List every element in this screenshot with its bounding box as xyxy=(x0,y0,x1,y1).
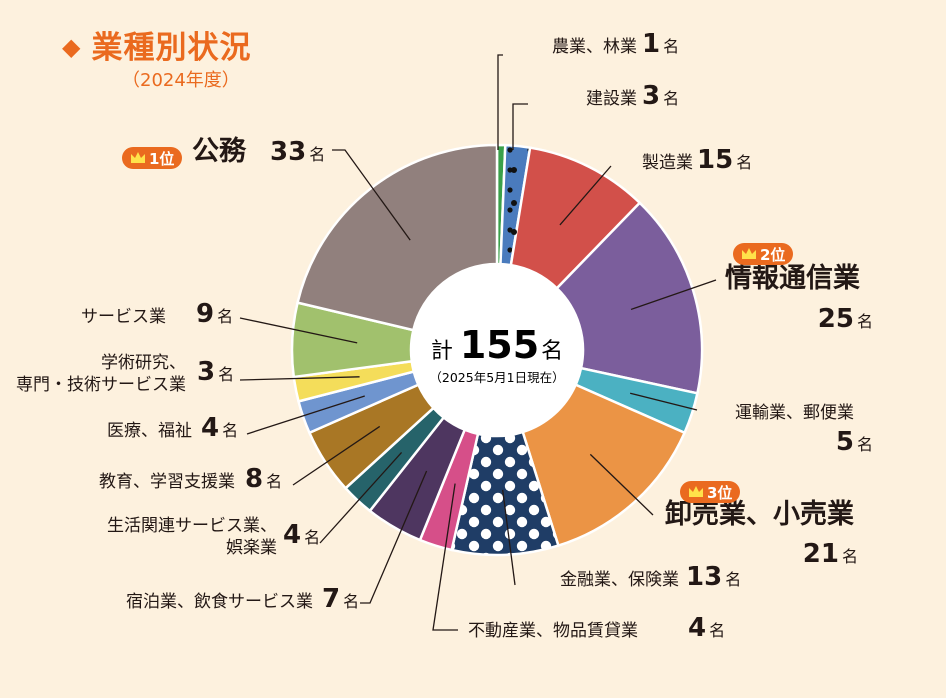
slice-value-6: 21 名 xyxy=(803,539,858,569)
pie-slice-4 xyxy=(555,201,704,395)
rank-badge-6: 3位 xyxy=(680,481,740,503)
leader-line-5 xyxy=(629,392,698,411)
marker-dot-1 xyxy=(511,167,517,173)
rank-badge-label: 2位 xyxy=(760,246,785,264)
crown-icon xyxy=(689,486,703,497)
slice-label-14: サービス業 xyxy=(81,307,166,327)
rank-badge-label: 3位 xyxy=(707,484,732,502)
donut-hole xyxy=(411,264,583,436)
slice-label-3: 製造業 xyxy=(642,153,693,173)
leader-line-13 xyxy=(239,376,360,381)
leader-line-14 xyxy=(239,317,358,344)
slice-label-12: 医療、福祉 xyxy=(107,421,192,441)
leader-line-15 xyxy=(332,149,411,241)
center-total: 計 155名 xyxy=(431,323,563,367)
slice-label-4: 情報通信業 xyxy=(725,263,860,294)
leader-line-9 xyxy=(360,470,428,604)
slice-value-15: 33 名 xyxy=(270,137,325,167)
slice-label-2: 建設業 xyxy=(586,89,637,109)
rank-badge-4: 2位 xyxy=(733,243,793,265)
slice-value-7: 13 名 xyxy=(686,562,741,592)
marker-dot-2 xyxy=(511,200,517,206)
rank-badge-15: 1位 xyxy=(122,147,182,169)
leader-line-4 xyxy=(630,279,717,311)
slice-label-15: 公務 xyxy=(192,136,247,167)
slice-label-13: 学術研究、専門・技術サービス業 xyxy=(16,353,186,395)
leader-line-11 xyxy=(292,425,381,486)
chart-subtitle: （2024年度） xyxy=(122,70,240,91)
leader-line-3 xyxy=(559,165,612,226)
crown-icon xyxy=(742,248,756,259)
crown-icon xyxy=(131,152,145,163)
leader-line-6 xyxy=(589,453,654,516)
chart-title: ◆ 業種別状況 xyxy=(62,22,251,67)
leader-line-7 xyxy=(502,489,516,586)
leader-line-12 xyxy=(246,395,365,435)
rank-badge-label: 1位 xyxy=(149,150,174,168)
slice-value-4: 25 名 xyxy=(818,304,873,334)
diamond-icon: ◆ xyxy=(62,33,82,61)
leader-line-2 xyxy=(512,103,528,150)
slice-label-8: 不動産業、物品賃貸業 xyxy=(468,621,638,641)
slice-label-7: 金融業、保険業 xyxy=(560,570,679,590)
leader-line-1 xyxy=(497,54,503,150)
leader-line-10 xyxy=(319,452,403,544)
marker-dot-3 xyxy=(511,229,517,235)
slice-label-1: 農業、林業 xyxy=(552,37,637,57)
leader-line-8 xyxy=(432,483,458,631)
slice-label-11: 教育、学習支援業 xyxy=(99,472,235,492)
slice-label-10: 生活関連サービス業、娯楽業 xyxy=(107,516,277,558)
center-note: （2025年5月1日現在） xyxy=(429,370,564,385)
slice-value-3: 15 名 xyxy=(697,145,752,175)
slice-label-9: 宿泊業、飲食サービス業 xyxy=(126,592,313,612)
chart-title-text: 業種別状況 xyxy=(91,30,252,66)
slice-label-6: 卸売業、小売業 xyxy=(665,498,854,530)
slice-label-5: 運輸業、郵便業 xyxy=(735,403,854,423)
